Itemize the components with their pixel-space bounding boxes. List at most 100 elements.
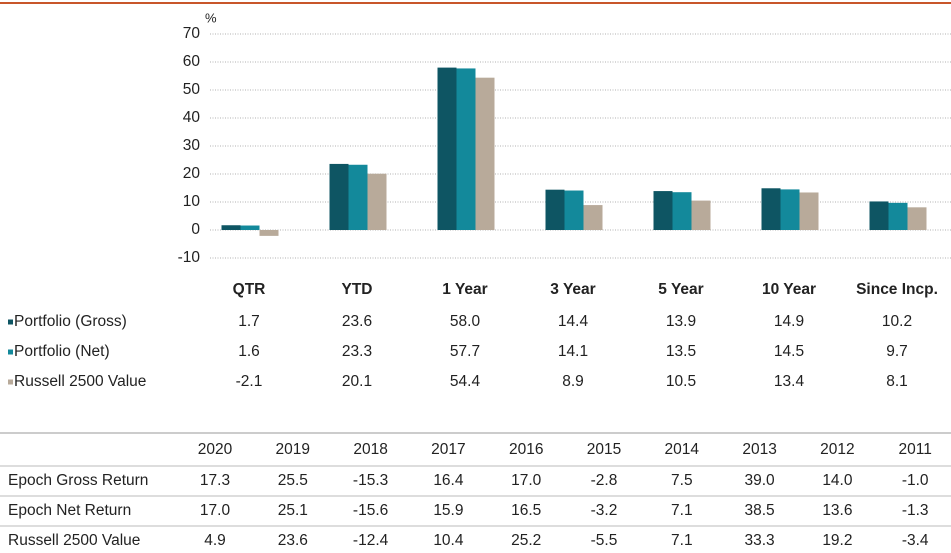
y-tick-label: 70 [183, 25, 201, 42]
bar [583, 205, 603, 230]
column-header: 2015 [587, 441, 621, 458]
bar [348, 164, 368, 230]
data-label: 57.7 [450, 343, 480, 360]
data-label: 20.1 [342, 373, 372, 390]
table-cell: 25.2 [511, 532, 541, 548]
row-label: Russell 2500 Value [8, 532, 140, 548]
data-label: 10.5 [666, 373, 696, 390]
table-cell: 25.1 [278, 502, 308, 519]
table-cell: 25.5 [278, 472, 308, 489]
data-label: 10.2 [882, 313, 912, 330]
bar [564, 190, 584, 230]
table-cell: 14.0 [822, 472, 853, 489]
y-tick-label: 30 [183, 137, 201, 154]
table-cell: 23.6 [278, 532, 308, 548]
table-cell: 10.4 [433, 532, 464, 548]
bar [259, 230, 279, 236]
bar [456, 68, 476, 230]
table-cell: 17.0 [511, 472, 542, 489]
legend-label: Portfolio (Gross) [14, 313, 127, 330]
bar [221, 225, 241, 230]
data-label: 8.1 [886, 373, 908, 390]
data-label: 13.4 [774, 373, 805, 390]
y-tick-label: 40 [183, 109, 201, 126]
table-cell: -12.4 [353, 532, 389, 548]
data-label: 1.6 [238, 343, 260, 360]
table-cell: 19.2 [822, 532, 852, 548]
bar [869, 201, 889, 230]
column-header: 2013 [742, 441, 776, 458]
table-cell: 13.6 [822, 502, 852, 519]
table-cell: 7.1 [671, 502, 693, 519]
bar [653, 191, 673, 230]
bar [799, 192, 819, 230]
data-label: 14.4 [558, 313, 589, 330]
category-label: Since Incp. [856, 281, 938, 298]
data-label: 13.5 [666, 343, 696, 360]
y-tick-label: 20 [183, 165, 201, 182]
bar [545, 189, 565, 230]
category-label: 10 Year [762, 281, 816, 298]
table-cell: -2.8 [591, 472, 618, 489]
data-label: 58.0 [450, 313, 481, 330]
table-cell: -15.3 [353, 472, 388, 489]
data-label: 8.9 [562, 373, 584, 390]
category-label: YTD [342, 281, 373, 298]
bar [907, 207, 927, 230]
y-axis-unit: % [205, 10, 217, 25]
table-cell: 7.5 [671, 472, 693, 489]
table-cell: 16.5 [511, 502, 541, 519]
column-header: 2016 [509, 441, 543, 458]
bar [367, 173, 387, 230]
bar [888, 202, 908, 230]
bar [240, 225, 260, 230]
data-label: 1.7 [238, 313, 260, 330]
data-label: 13.9 [666, 313, 696, 330]
table-cell: 17.3 [200, 472, 230, 489]
category-label: 3 Year [550, 281, 595, 298]
data-label: 14.5 [774, 343, 804, 360]
bar [691, 200, 711, 230]
table-cell: 7.1 [671, 532, 693, 548]
legend-marker [8, 319, 13, 325]
data-label: 54.4 [450, 373, 481, 390]
legend-label: Russell 2500 Value [14, 373, 146, 390]
column-header: 2020 [198, 441, 233, 458]
table-cell: 16.4 [433, 472, 464, 489]
table-cell: -3.2 [591, 502, 618, 519]
bar [761, 188, 781, 230]
legend-marker [8, 379, 13, 385]
legend-label: Portfolio (Net) [14, 343, 110, 360]
table-cell: 4.9 [204, 532, 226, 548]
table-cell: 15.9 [433, 502, 463, 519]
bar [475, 77, 495, 231]
bar [672, 192, 692, 230]
row-label: Epoch Gross Return [8, 472, 148, 489]
top-rule [0, 2, 951, 4]
column-header: 2011 [899, 441, 932, 458]
column-header: 2018 [353, 441, 387, 458]
data-label: -2.1 [236, 373, 263, 390]
table-cell: 17.0 [200, 502, 231, 519]
table-cell: -15.6 [353, 502, 388, 519]
column-header: 2017 [431, 441, 465, 458]
column-header: 2012 [820, 441, 854, 458]
row-label: Epoch Net Return [8, 502, 131, 519]
table-cell: 33.3 [745, 532, 775, 548]
y-tick-label: 60 [183, 53, 201, 70]
data-label: 23.3 [342, 343, 372, 360]
bar [329, 163, 349, 230]
column-header: 2014 [665, 441, 700, 458]
y-tick-label: 10 [183, 193, 201, 210]
y-tick-label: 50 [183, 81, 201, 98]
category-label: QTR [233, 281, 266, 298]
data-label: 23.6 [342, 313, 372, 330]
data-label: 14.1 [558, 343, 588, 360]
category-label: 1 Year [442, 281, 487, 298]
legend-marker [8, 349, 13, 355]
bar [780, 189, 800, 230]
table-cell: 38.5 [745, 502, 775, 519]
table-cell: -1.3 [902, 502, 929, 519]
y-tick-label: 0 [191, 221, 200, 238]
